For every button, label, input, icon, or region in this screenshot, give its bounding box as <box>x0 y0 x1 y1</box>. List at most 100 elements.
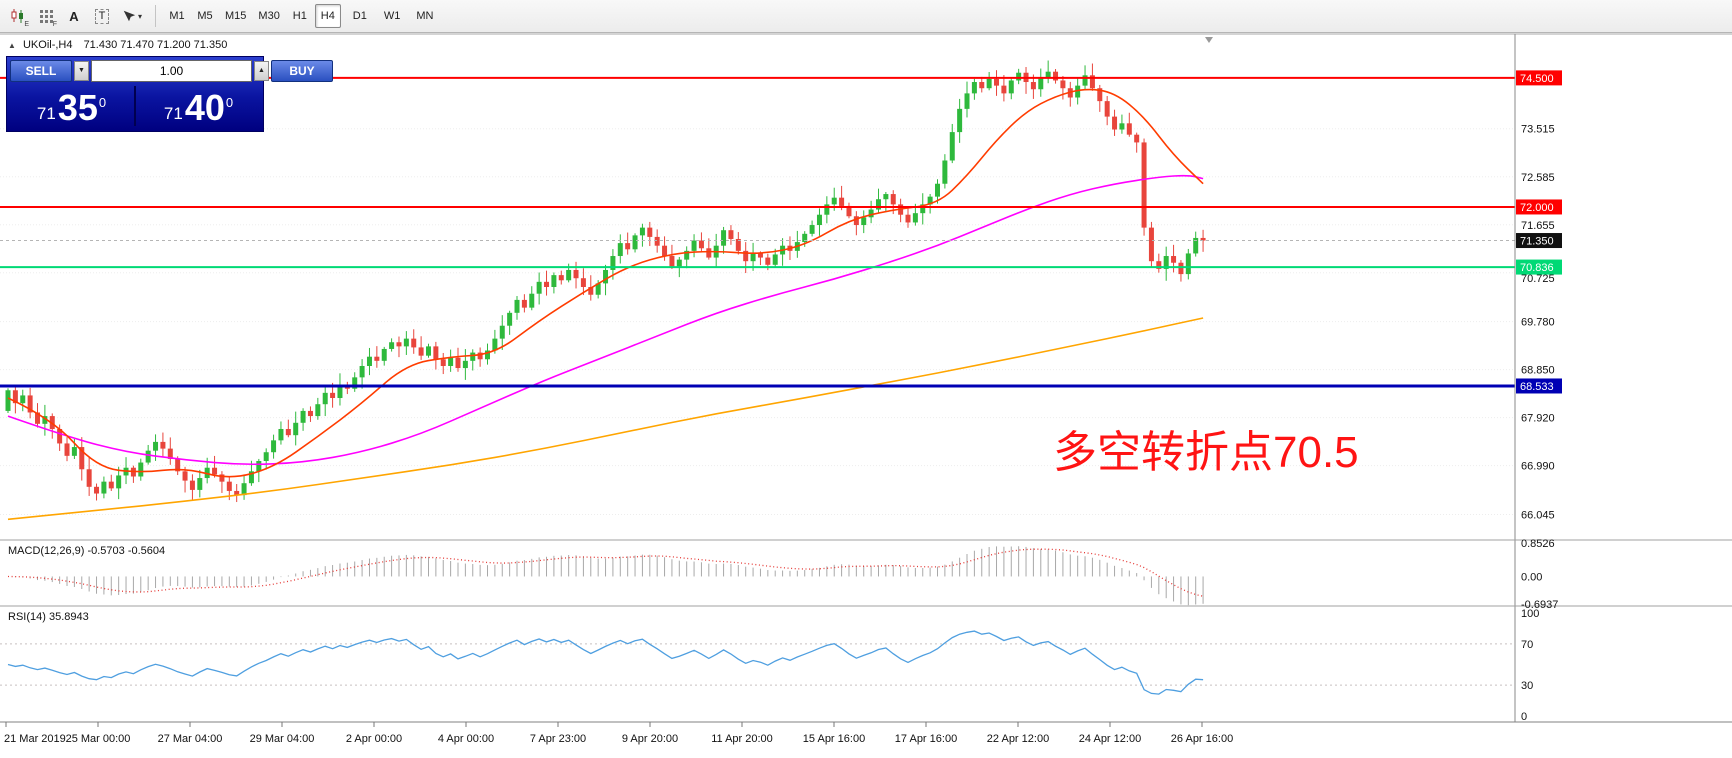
tf-D1[interactable]: D1 <box>347 4 373 28</box>
rsi-axis-label: 0 <box>1521 711 1527 723</box>
candle-body <box>625 243 631 250</box>
time-axis-label: 2 Apr 00:00 <box>346 733 402 745</box>
candle-body <box>853 216 859 226</box>
macd-signal-line <box>7 548 1204 597</box>
level-price-badge-text: 72.000 <box>1520 202 1554 214</box>
rsi-axis-label: 70 <box>1521 639 1533 651</box>
candle-body <box>1082 75 1088 86</box>
candle-body <box>964 93 970 109</box>
candle-body <box>1171 256 1177 263</box>
candle-body <box>167 448 173 459</box>
candle-body <box>1001 85 1007 94</box>
tf-M5[interactable]: M5 <box>192 4 218 28</box>
ma-slow-line <box>7 317 1204 521</box>
candle-body <box>566 269 572 281</box>
level-price-badge-text: 74.500 <box>1520 73 1554 85</box>
candles-icon[interactable]: E <box>5 4 31 28</box>
candle-body <box>1112 116 1118 130</box>
one-click-trade-panel: SELL ▼ ▲ BUY 71 35 0 71 40 0 <box>6 56 333 132</box>
letter-a-icon[interactable]: A <box>61 4 87 28</box>
tf-M30[interactable]: M30 <box>253 4 284 28</box>
candle-body <box>551 275 557 287</box>
candle-body <box>986 78 992 89</box>
candle-body <box>374 356 380 361</box>
time-axis-label: 27 Mar 04:00 <box>158 733 223 745</box>
level-price-badge-text: 68.533 <box>1520 381 1554 393</box>
tf-H4[interactable]: H4 <box>314 4 341 28</box>
candle-body <box>698 240 704 249</box>
candle-body <box>1148 227 1154 262</box>
candle-body <box>588 287 594 295</box>
candle-body <box>27 395 33 413</box>
candle-body <box>337 385 343 399</box>
candle-body <box>735 238 741 251</box>
candle-body <box>263 452 269 462</box>
candle-body <box>1008 80 1014 94</box>
candle-body <box>138 462 144 477</box>
candle-body <box>219 474 225 482</box>
candle-body <box>71 447 77 456</box>
candle-body <box>160 441 166 449</box>
candle-body <box>632 235 638 250</box>
candle-body <box>433 346 439 360</box>
candle-body <box>971 82 977 94</box>
candle-body <box>352 377 358 389</box>
sell-button[interactable]: SELL <box>10 60 72 82</box>
candle-body <box>831 197 837 205</box>
price-tick-label: 70.725 <box>1521 273 1555 285</box>
candle-body <box>610 256 616 270</box>
current-price-badge <box>1516 233 1562 249</box>
candle-body <box>573 269 579 279</box>
candle-body <box>757 253 763 258</box>
volume-input[interactable] <box>91 60 252 82</box>
tf-H1[interactable]: H1 <box>287 4 313 28</box>
ask-price[interactable]: 71 40 0 <box>163 87 234 128</box>
grid-icon[interactable]: F <box>33 4 59 28</box>
candle-body <box>905 214 911 223</box>
candle-body <box>322 392 328 405</box>
candle-body <box>470 352 476 361</box>
tf-M1[interactable]: M1 <box>164 4 190 28</box>
candle-body <box>1104 101 1110 117</box>
pointer-dropdown-icon[interactable]: ▾ <box>117 4 147 28</box>
candle-body <box>381 348 387 361</box>
bid-price[interactable]: 71 35 0 <box>36 87 107 128</box>
level-price-badge <box>1516 378 1562 394</box>
candle-body <box>883 194 889 200</box>
tf-MN[interactable]: MN <box>411 4 438 28</box>
tf-M15[interactable]: M15 <box>220 4 251 28</box>
candle-body <box>256 461 262 472</box>
volume-decrease-button[interactable]: ▼ <box>74 61 89 81</box>
candle-body <box>42 416 48 424</box>
tf-W1[interactable]: W1 <box>379 4 406 28</box>
candle-body <box>868 209 874 218</box>
candle-body <box>315 404 321 417</box>
candle-body <box>425 346 431 356</box>
candle-body <box>772 254 778 265</box>
candle-body <box>1119 123 1125 130</box>
time-axis-label: 4 Apr 00:00 <box>438 733 494 745</box>
candle-body <box>839 197 845 206</box>
buy-button[interactable]: BUY <box>271 60 333 82</box>
candle-body <box>536 281 542 294</box>
time-axis-label: 22 Apr 12:00 <box>987 733 1049 745</box>
rsi-line <box>7 630 1204 695</box>
candle-body <box>1163 256 1169 269</box>
macd-axis-label: 0.00 <box>1521 571 1542 583</box>
candle-body <box>580 278 586 287</box>
trade-panel-toggle[interactable]: ▲ <box>8 41 16 50</box>
candle-body <box>278 428 284 441</box>
candle-body <box>949 132 955 161</box>
boxed-t-icon[interactable]: T <box>89 4 115 28</box>
candle-body <box>507 312 513 326</box>
candle-body <box>765 257 771 265</box>
candle-body <box>396 342 402 347</box>
candle-body <box>300 410 306 423</box>
candle-body <box>912 213 918 223</box>
toolbar: E F A T ▾ M1 M5 M15 M30 H1 H4 D1 W1 MN <box>0 0 1732 33</box>
candle-body <box>861 217 867 226</box>
candle-body <box>440 359 446 366</box>
volume-increase-button[interactable]: ▲ <box>254 61 269 81</box>
candle-body <box>728 230 734 239</box>
ohlc-values: 71.430 71.470 71.200 71.350 <box>83 39 228 51</box>
